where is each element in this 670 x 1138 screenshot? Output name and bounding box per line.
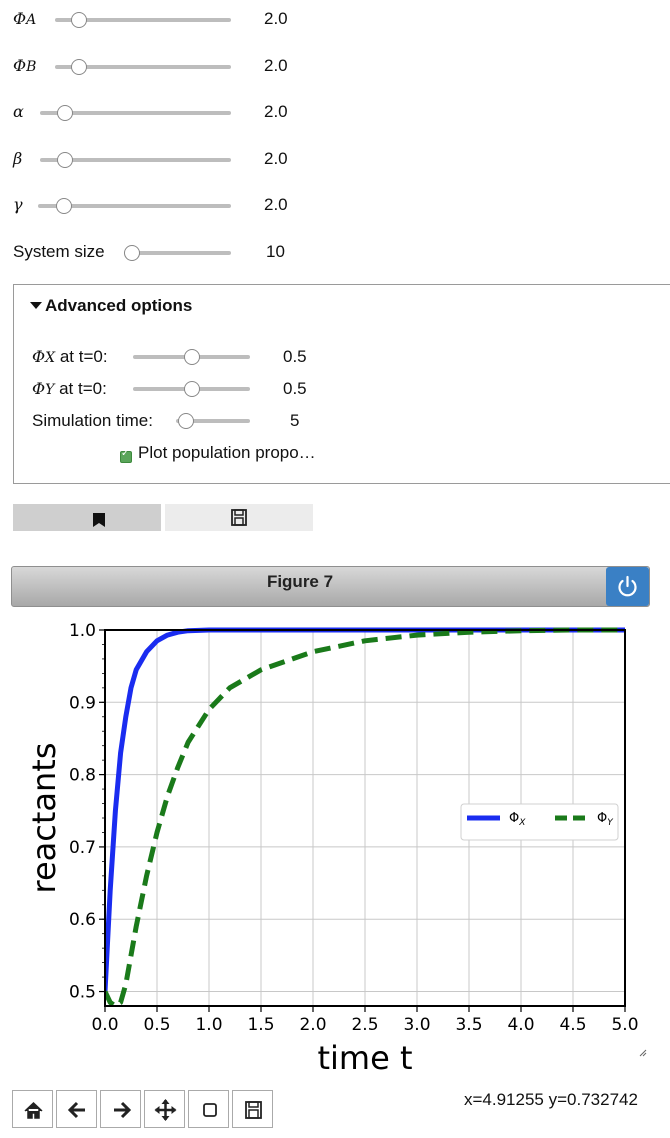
alpha-slider-track[interactable] — [40, 111, 231, 115]
bookmark-button[interactable] — [13, 504, 161, 531]
system-size-value: 10 — [266, 242, 285, 261]
arrow-left-icon — [67, 1101, 85, 1119]
advanced-options-title[interactable]: Advanced options — [45, 296, 193, 315]
alpha-slider-thumb[interactable] — [57, 105, 73, 121]
beta-slider-track[interactable] — [40, 158, 231, 162]
pan-button[interactable] — [144, 1090, 185, 1128]
gamma-slider-track[interactable] — [38, 204, 231, 208]
move-icon — [154, 1099, 177, 1121]
x-tick-label: 0.5 — [143, 1015, 170, 1035]
save-icon — [245, 1101, 262, 1119]
simulation-time-value: 5 — [290, 411, 300, 430]
x-tick-label: 5.0 — [611, 1015, 638, 1035]
advanced-options-panel — [13, 284, 670, 484]
gamma-value: 2.0 — [264, 195, 288, 214]
phi-b-slider-thumb[interactable] — [71, 59, 87, 75]
gamma-label: γ — [13, 195, 23, 214]
figure-title: Figure 7 — [266, 572, 334, 591]
x-tick-label: 0.0 — [91, 1015, 118, 1035]
x-tick-label: 1.5 — [247, 1015, 274, 1035]
x-tick-label: 4.0 — [507, 1015, 534, 1035]
phi-a-value: 2.0 — [264, 9, 288, 28]
zoom-rect-button[interactable] — [188, 1090, 229, 1128]
phi-x-initial-value: 0.5 — [283, 347, 307, 366]
download-button[interactable] — [232, 1090, 273, 1128]
system-size-track[interactable] — [124, 251, 231, 255]
x-tick-label: 2.5 — [351, 1015, 378, 1035]
beta-slider-thumb[interactable] — [57, 152, 73, 168]
plot-proportions-checkbox[interactable] — [120, 448, 132, 463]
simulation-time-track[interactable] — [176, 419, 250, 423]
phi-y-initial-value: 0.5 — [283, 379, 307, 398]
phi-y-initial-thumb[interactable] — [184, 381, 200, 397]
simulation-time-label: Simulation time: — [32, 411, 153, 430]
plot-proportions-label: Plot population propo… — [138, 443, 316, 462]
legend-label: ΦY — [597, 811, 614, 828]
phi-a-label: ΦA — [13, 9, 37, 28]
phi-x-initial-thumb[interactable] — [184, 349, 200, 365]
plot-frame — [104, 629, 626, 1007]
y-tick-label: 0.7 — [69, 838, 96, 858]
legend-label: ΦX — [509, 811, 526, 828]
square-icon — [203, 1103, 217, 1117]
phi-a-slider-track[interactable] — [55, 18, 231, 22]
x-tick-label: 2.0 — [299, 1015, 326, 1035]
legend-box — [460, 803, 619, 841]
system-size-label: System size — [13, 242, 105, 261]
caret-down-icon[interactable] — [30, 302, 42, 309]
home-button[interactable] — [12, 1090, 53, 1128]
arrow-right-icon — [114, 1101, 132, 1119]
x-tick-label: 1.0 — [195, 1015, 222, 1035]
phi-b-value: 2.0 — [264, 56, 288, 75]
power-icon — [618, 575, 637, 597]
x-tick-label: 3.0 — [403, 1015, 430, 1035]
y-tick-label: 0.6 — [69, 910, 96, 930]
back-button[interactable] — [56, 1090, 97, 1128]
beta-label: β — [13, 149, 23, 168]
phi-y-initial-label: ΦY at t=0: — [32, 379, 107, 398]
cursor-coordinates: x=4.91255 y=0.732742 — [464, 1090, 638, 1109]
save-button[interactable] — [165, 504, 313, 531]
y-tick-label: 0.9 — [69, 693, 96, 713]
reactants-chart[interactable]: 0.0 0.5 1.0 1.5 2.0 2.5 3.0 3.5 4.0 4.5 5.0 0.5 0.6 0… — [0, 610, 670, 1090]
figure-header — [11, 566, 650, 607]
phi-b-slider-track[interactable] — [55, 65, 231, 69]
series-line-phi-y — [105, 627, 625, 1006]
simulation-time-thumb[interactable] — [178, 413, 194, 429]
y-axis-label: reactants — [25, 743, 63, 894]
y-tick-label: 1.0 — [69, 621, 96, 641]
phi-x-initial-label: ΦX at t=0: — [32, 347, 108, 366]
alpha-value: 2.0 — [264, 102, 288, 121]
forward-button[interactable] — [100, 1090, 141, 1128]
home-icon — [24, 1101, 43, 1119]
bookmark-icon — [93, 513, 105, 527]
alpha-label: α — [13, 102, 24, 121]
gamma-slider-thumb[interactable] — [56, 198, 72, 214]
x-tick-label: 4.5 — [559, 1015, 586, 1035]
x-axis-label: time t — [317, 1039, 412, 1077]
phi-b-label: ΦB — [13, 56, 37, 75]
beta-value: 2.0 — [264, 149, 288, 168]
save-icon — [231, 509, 247, 526]
system-size-thumb[interactable] — [124, 245, 140, 261]
y-tick-label: 0.8 — [69, 766, 96, 786]
resize-handle-icon[interactable] — [639, 1049, 647, 1057]
phi-a-slider-thumb[interactable] — [71, 12, 87, 28]
close-figure-button[interactable] — [606, 567, 649, 606]
x-tick-label: 3.5 — [455, 1015, 482, 1035]
y-tick-label: 0.5 — [69, 983, 96, 1003]
